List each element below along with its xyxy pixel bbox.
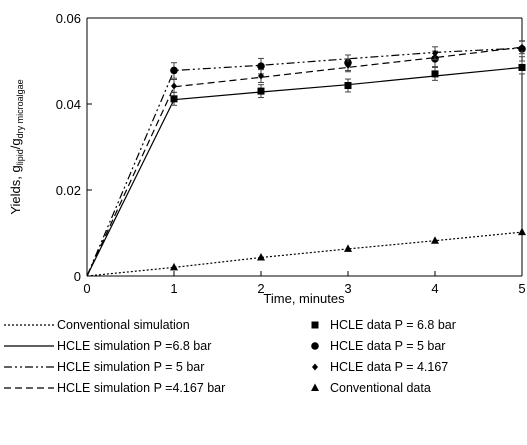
legend-label: HCLE data P = 5 bar <box>330 339 445 353</box>
series-line-hcle-simulation-p-6-8-bar <box>86 66 523 277</box>
legend-swatch-hcle-data-p-4-167 <box>312 363 318 371</box>
x-tick-label: 5 <box>518 281 525 296</box>
data-point-hcle-data-p-5-bar <box>170 66 178 75</box>
y-tick-label: 0.02 <box>56 183 81 198</box>
legend: Conventional simulation HCLE simulation P… <box>4 318 456 395</box>
data-point-hcle-data-p-5-bar <box>257 62 265 70</box>
legend-label: HCLE simulation P =4.167 bar <box>57 381 225 395</box>
x-tick-label: 1 <box>170 281 177 296</box>
x-axis-label: Time, minutes <box>263 291 345 306</box>
y-axis-label: Yields, glipid/gdry microalgae <box>8 79 25 214</box>
data-point-conventional-data <box>431 236 439 244</box>
data-point-hcle-data-p-4-167 <box>432 49 438 57</box>
series-marker-group <box>170 40 526 271</box>
y-axis-label-g1: g <box>8 165 23 172</box>
y-axis-label-sub1: lipid <box>15 149 25 165</box>
data-point-hcle-data-p-6-8-bar <box>518 63 526 71</box>
x-tick-label: 0 <box>83 281 90 296</box>
y-axis-label-g2: g <box>8 138 23 145</box>
x-tick-label: 4 <box>431 281 438 296</box>
y-tick-label: 0.04 <box>56 97 81 112</box>
data-point-hcle-data-p-4-167 <box>519 43 525 51</box>
data-point-conventional-data <box>518 227 526 236</box>
y-axis-label-sub2: dry microalgae <box>15 79 25 138</box>
legend-swatch-hcle-data-p-6-8-bar <box>311 321 319 329</box>
y-axis-label-slash: / <box>8 145 23 149</box>
legend-label: HCLE simulation P = 5 bar <box>57 360 204 374</box>
data-point-conventional-data <box>170 262 178 271</box>
y-tick-label: 0.06 <box>56 11 81 26</box>
series-line-hcle-simulation-p-4-167-bar <box>86 46 523 277</box>
data-point-hcle-data-p-6-8-bar <box>431 70 439 78</box>
series-line-group <box>86 46 523 277</box>
legend-label: Conventional simulation <box>57 318 190 332</box>
series-line-conventional-simulation <box>86 231 523 277</box>
data-point-hcle-data-p-4-167 <box>171 82 177 90</box>
x-tick-label: 2 <box>257 281 264 296</box>
x-tick-label: 3 <box>344 281 351 296</box>
data-point-hcle-data-p-4-167 <box>258 72 264 80</box>
data-point-conventional-data <box>344 244 352 252</box>
legend-label: HCLE simulation P =6.8 bar <box>57 339 211 353</box>
data-point-hcle-data-p-6-8-bar <box>170 95 178 103</box>
legend-label: HCLE data P = 4.167 <box>330 360 448 374</box>
y-axis-label-main: Yields, <box>8 172 23 214</box>
data-point-conventional-data <box>257 253 265 261</box>
series-line-hcle-simulation-p-5-bar <box>86 47 523 277</box>
legend-label: HCLE data P = 6.8 bar <box>330 318 456 332</box>
legend-swatch-hcle-data-p-5-bar <box>311 342 319 350</box>
data-point-hcle-data-p-6-8-bar <box>257 87 265 95</box>
legend-label: Conventional data <box>330 381 431 395</box>
y-tick-label: 0 <box>74 269 81 284</box>
data-point-hcle-data-p-4-167 <box>345 61 351 69</box>
data-point-hcle-data-p-6-8-bar <box>344 82 352 90</box>
legend-swatch-conventional-data <box>311 383 319 391</box>
y-tick-group: 0 0.02 0.04 0.06 <box>56 11 92 284</box>
